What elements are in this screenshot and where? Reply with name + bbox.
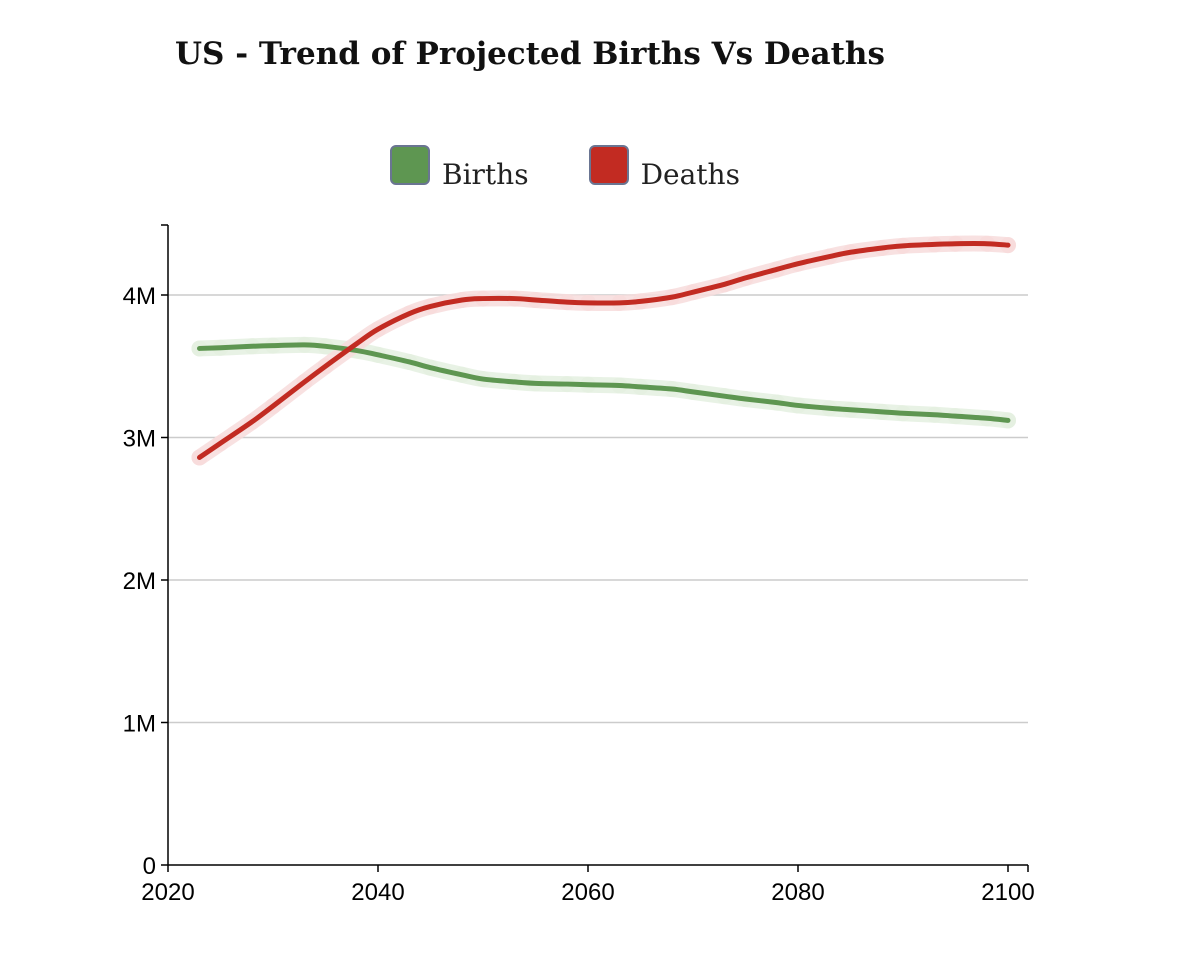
x-tick-label-1: 2040	[351, 879, 404, 906]
legend-swatch-births	[390, 145, 430, 185]
grid-lines	[168, 294, 1028, 724]
legend-label-births: Births	[442, 157, 529, 191]
legend-item-births[interactable]: Births	[390, 140, 529, 191]
chart-title: US - Trend of Projected Births Vs Deaths	[175, 36, 885, 72]
x-tick-label-0: 2020	[141, 879, 194, 906]
y-tick-label-2: 2M	[123, 568, 156, 595]
y-tick-label-4: 4M	[123, 283, 156, 310]
y-tick-label-3: 3M	[123, 426, 156, 453]
legend-label-deaths: Deaths	[640, 157, 740, 191]
axes: 0 1M 2M 3M 4M 2020 2040 2060 2080 2100	[123, 224, 1035, 906]
legend-item-deaths[interactable]: Deaths	[588, 140, 740, 191]
legend-swatch-deaths	[588, 145, 629, 185]
x-tick-label-3: 2080	[771, 879, 824, 906]
y-tick-label-1: 1M	[123, 711, 156, 738]
series-lines	[197, 241, 1011, 460]
line-halos	[191, 235, 1016, 466]
y-tick-label-0: 0	[143, 853, 156, 880]
series-line-deaths[interactable]	[197, 241, 1011, 460]
x-tick-label-4: 2100	[981, 879, 1034, 906]
series-line-births[interactable]	[197, 342, 1011, 423]
legend: Births Deaths	[390, 140, 800, 191]
x-tick-label-2: 2060	[561, 879, 614, 906]
